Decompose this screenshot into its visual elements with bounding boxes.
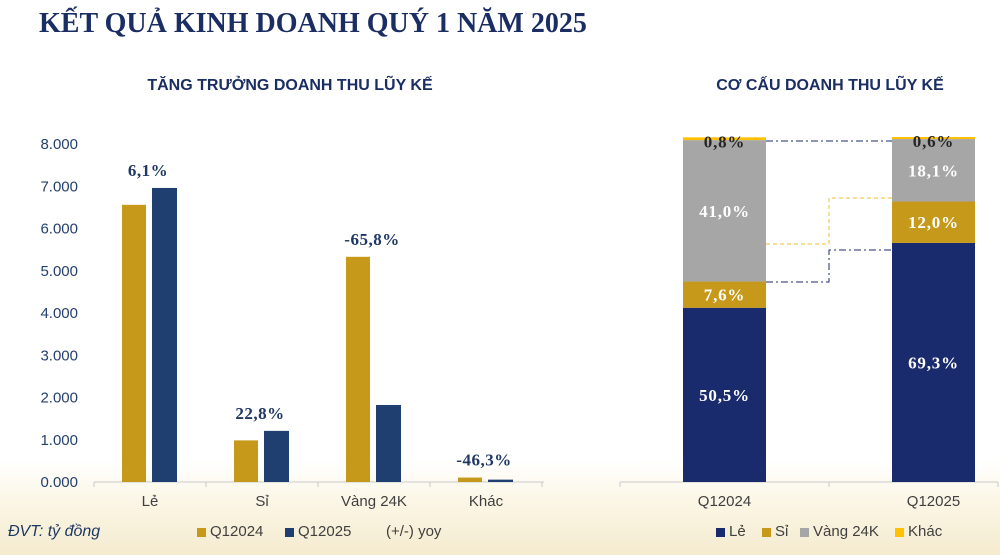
y-tick-label: 6.000 xyxy=(40,221,78,238)
legend-label: Lẻ xyxy=(729,523,746,540)
bar-le-q12024 xyxy=(122,204,146,482)
bar-vang-24k-q12025 xyxy=(376,404,401,482)
yoy-growth-label: -65,8% xyxy=(344,230,399,249)
legend-swatch xyxy=(197,527,206,537)
bar-si-q12025 xyxy=(264,430,289,482)
legend-item-q12025: Q12025 xyxy=(285,522,351,542)
legend-label: Vàng 24K xyxy=(813,523,879,540)
x-category-label: Q12025 xyxy=(907,493,960,510)
growth-chart-title: TĂNG TRƯỞNG DOANH THU LŨY KẾ xyxy=(147,77,433,94)
segment-label: 7,6% xyxy=(704,286,745,305)
segment-q12024-vang-24k xyxy=(683,140,766,282)
segment-label: 0,6% xyxy=(913,132,954,151)
segment-label: 69,3% xyxy=(908,353,959,372)
yoy-growth-label: 6,1% xyxy=(128,161,168,180)
bar-vang-24k-q12024 xyxy=(346,256,370,482)
y-tick-label: 7.000 xyxy=(40,178,78,195)
unit-note: ĐVT: tỷ đồng xyxy=(8,523,101,540)
x-category-label: Q12024 xyxy=(698,493,751,510)
legend-item-si: Sỉ xyxy=(762,522,788,542)
segment-q12025-khac xyxy=(892,137,975,140)
segment-q12025-vang-24k xyxy=(892,139,975,202)
legend-swatch xyxy=(800,527,809,537)
x-category-label: Khác xyxy=(469,493,504,510)
segment-label: 41,0% xyxy=(699,202,750,221)
segment-q12024-le xyxy=(683,307,766,482)
segment-label: 50,5% xyxy=(699,386,750,405)
y-tick-label: 4.000 xyxy=(40,305,78,322)
segment-q12024-si xyxy=(683,281,766,308)
connector-line-wholesale xyxy=(766,197,892,245)
legend-label: Q12025 xyxy=(298,523,352,540)
segment-q12025-le xyxy=(892,242,975,482)
bar-le-q12025 xyxy=(152,187,177,482)
legend-swatch xyxy=(716,527,725,537)
legend-swatch xyxy=(285,527,294,537)
legend-item-khac: Khác xyxy=(895,522,942,542)
yoy-growth-label: -46,3% xyxy=(456,451,511,470)
bar-si-q12024 xyxy=(234,440,258,482)
page-title: KẾT QUẢ KINH DOANH QUÝ 1 NĂM 2025 xyxy=(39,8,587,39)
legend-item-le: Lẻ xyxy=(716,522,746,542)
revenue-growth-bar-chart: 0.000 1.000 2.000 3.000 4.000 5.000 6.000 7.000… xyxy=(40,136,544,510)
revenue-structure-stacked-chart: 50,5% 7,6% 41,0% 0,8% Q12024 69,3% 12,0% 18,1% 0… xyxy=(619,132,999,510)
legend-item-vang-24k: Vàng 24K xyxy=(800,522,879,542)
legend-swatch xyxy=(895,527,904,537)
y-tick-label: 0.000 xyxy=(40,474,78,491)
yoy-growth-label: 22,8% xyxy=(235,404,284,423)
segment-q12025-si xyxy=(892,201,975,243)
legend-item-q12024: Q12024 xyxy=(197,522,263,542)
bar-khac-q12025 xyxy=(488,479,513,482)
bar-khac-q12024 xyxy=(458,477,482,482)
y-tick-label: 5.000 xyxy=(40,263,78,280)
segment-label: 0,8% xyxy=(704,132,745,151)
legend-label: Q12024 xyxy=(210,523,264,540)
y-tick-label: 1.000 xyxy=(40,432,78,449)
legend-label: Khác xyxy=(908,523,943,540)
x-category-label: Lẻ xyxy=(142,493,159,510)
x-category-label: Sỉ xyxy=(255,493,269,510)
segment-label: 18,1% xyxy=(908,161,959,180)
x-category-label: Vàng 24K xyxy=(341,493,407,510)
segment-label: 12,0% xyxy=(908,213,959,232)
connector-line-retail xyxy=(766,249,892,283)
structure-chart-title: CƠ CẤU DOANH THU LŨY KẾ xyxy=(716,77,944,94)
legend-swatch xyxy=(762,527,771,537)
y-tick-label: 3.000 xyxy=(40,347,78,364)
y-tick-label: 8.000 xyxy=(40,136,78,153)
legend-item-yoy: (+/-) yoy xyxy=(386,522,441,542)
legend-label: (+/-) yoy xyxy=(386,523,442,540)
segment-q12024-khac xyxy=(683,137,766,141)
legend-label: Sỉ xyxy=(775,523,789,540)
y-tick-label: 2.000 xyxy=(40,390,78,407)
